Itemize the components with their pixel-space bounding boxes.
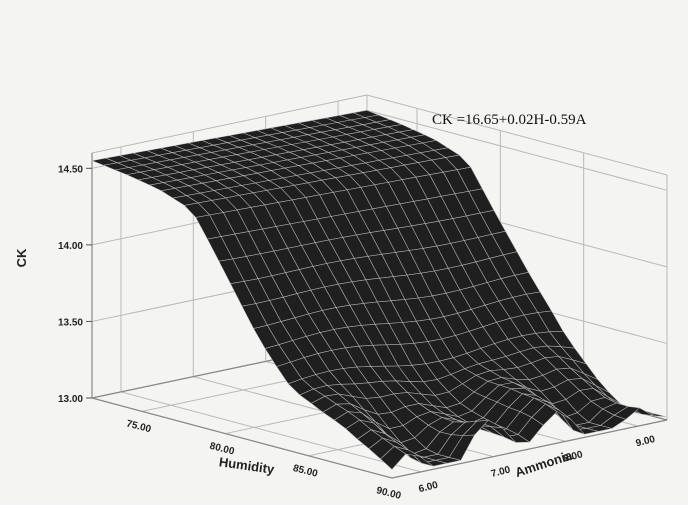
x-tick-label: 85.00: [292, 463, 319, 480]
z-tick-label: 14.50: [58, 164, 83, 175]
surface-facet: [380, 445, 407, 470]
z-tick-label: 13.50: [58, 317, 83, 328]
grid-line: [366, 94, 668, 176]
grid-line: [366, 109, 668, 191]
surface-mesh: [90, 109, 668, 470]
y-axis-title: Ammonia: [513, 447, 575, 480]
y-tick-label: 6.00: [418, 480, 440, 495]
y-tick-label: 7.00: [490, 464, 512, 479]
z-tick-label: 14.00: [58, 241, 83, 252]
grid-line: [91, 94, 368, 154]
y-tick-label: 8.00: [562, 449, 584, 464]
x-tick-label: 90.00: [375, 485, 402, 502]
x-tick-label: 75.00: [125, 419, 152, 436]
x-axis-title: Humidity: [218, 454, 276, 477]
regression-equation: CK =16.65+0.02H-0.59A: [432, 112, 587, 128]
grid-line: [120, 391, 422, 473]
z-tick-label: 13.00: [58, 394, 83, 405]
y-tick-label: 9.00: [635, 434, 657, 449]
z-axis-title: CK: [14, 248, 29, 267]
